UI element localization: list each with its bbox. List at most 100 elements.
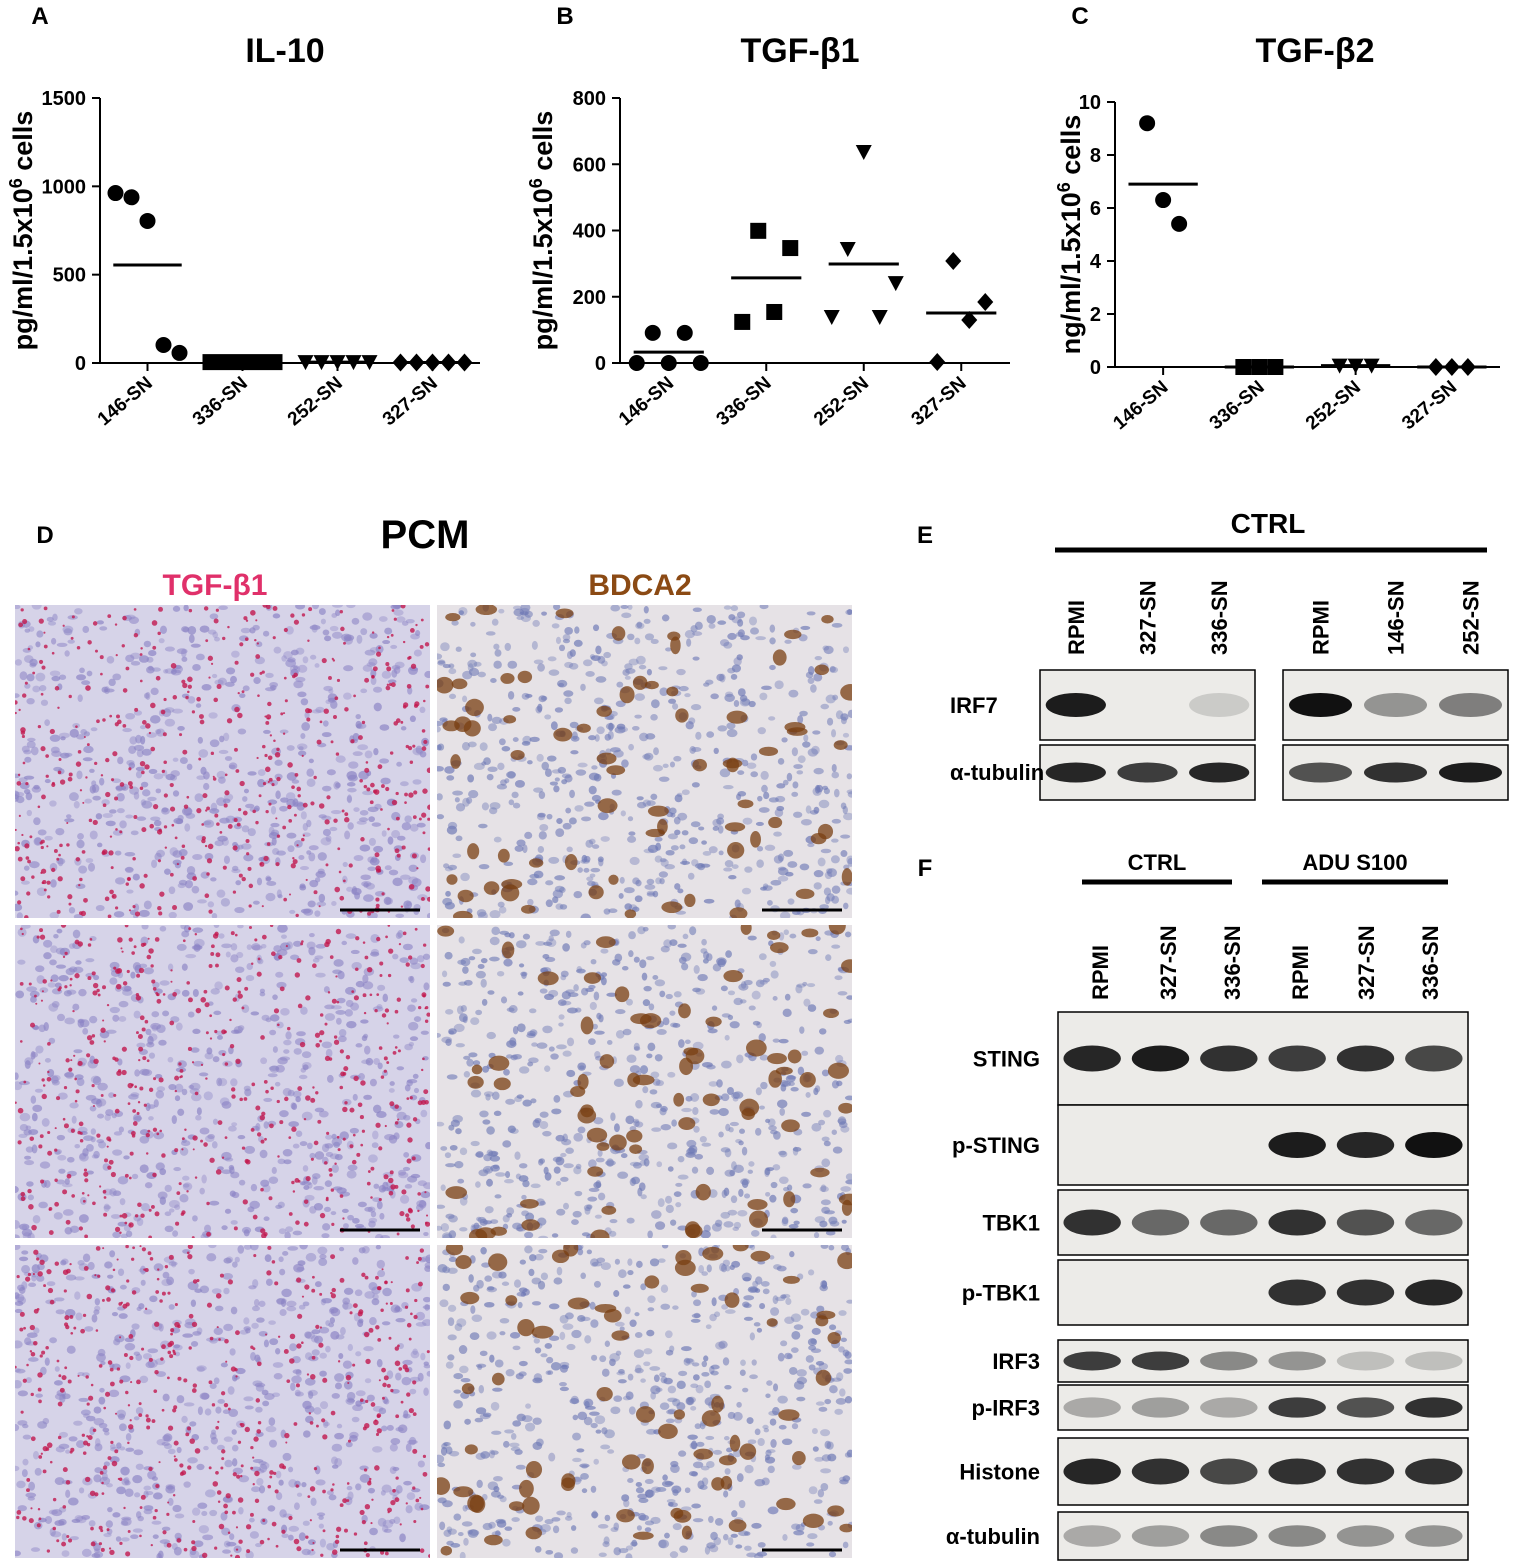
stain-dot [364,1422,370,1429]
stain-dot [56,909,61,914]
stain-dot [412,744,416,748]
nucleus [395,913,405,918]
nucleus [302,1301,310,1307]
nucleus [146,656,154,663]
stain-dot [297,1313,303,1319]
stain-dot [225,1360,228,1363]
nucleus [29,990,40,998]
nucleus [814,656,823,661]
nucleus [78,1397,89,1402]
stain-dot [27,1188,32,1194]
nucleus [690,625,698,633]
nucleus [521,1194,527,1200]
nucleus [231,1122,238,1127]
nucleus [589,838,596,845]
stain-dot [283,1349,289,1354]
stain-dot [125,1551,131,1557]
nucleus [221,1101,232,1109]
nucleus [697,973,708,982]
stain-dot [225,1493,231,1499]
nucleus [230,1029,240,1034]
nucleus [260,944,267,949]
stain-dot [256,1132,262,1137]
nucleus [581,1232,590,1237]
nucleus [479,1110,489,1118]
chart-title: TGF-β1 [741,32,860,70]
nucleus [296,1031,306,1037]
nucleus [382,640,391,645]
data-point [855,144,872,160]
stain-dot [45,1447,50,1451]
nucleus [598,858,604,867]
nucleus [723,1221,734,1228]
stain-dot [133,945,137,949]
stain-dot [145,1133,150,1138]
nucleus [377,1062,383,1070]
nucleus [382,1287,392,1297]
stain-dot [46,1077,52,1082]
nucleus [82,1253,91,1263]
nucleus [407,686,413,695]
stain-dot [256,971,262,977]
nucleus [807,677,815,684]
stain-dot [237,692,240,695]
stain-dot [381,892,385,896]
nucleus [328,1308,335,1315]
nucleus [681,858,688,866]
stain-dot [371,674,375,679]
nucleus [117,1176,129,1185]
nucleus [138,655,150,663]
nucleus [440,1146,448,1151]
stain-dot [113,966,117,970]
stain-dot [157,905,162,911]
stain-dot [238,1539,243,1544]
stain-dot [232,1472,237,1477]
nucleus [109,1006,120,1014]
nucleus [815,936,821,942]
stain-dot [206,1302,212,1308]
nucleus [793,764,803,769]
nucleus [501,746,511,752]
nucleus [417,1460,425,1468]
stain-dot [325,863,329,867]
stain-dot [205,1077,208,1080]
nucleus [94,1298,101,1306]
nucleus [634,895,643,903]
nucleus [17,1390,29,1397]
nucleus [264,1393,275,1400]
stain-dot [186,1190,189,1193]
nucleus [277,1201,285,1209]
nucleus [182,807,193,816]
nucleus [818,799,830,809]
stain-dot [54,1261,60,1266]
stain-dot [322,1489,326,1494]
stain-dot [202,1552,208,1558]
stain-dot [101,1481,104,1485]
nucleus [437,793,443,801]
nucleus [364,649,376,656]
stain-dot [187,1465,192,1470]
nucleus [289,1343,297,1352]
stain-dot [291,1180,295,1185]
nucleus [15,1308,23,1314]
stain-dot [267,701,272,707]
nucleus [315,706,325,713]
nucleus [69,1536,79,1541]
nucleus [459,1196,468,1206]
stain-dot [229,1018,232,1022]
stained-cell [457,889,474,903]
nucleus [556,818,563,825]
nucleus [620,1153,628,1159]
stain-dot [237,712,243,719]
stain-dot [408,746,413,751]
stain-dot [319,1212,326,1219]
stain-dot [274,1489,279,1494]
nucleus [678,685,689,692]
nucleus [767,900,773,906]
nucleus [89,1105,97,1112]
nucleus [56,1179,66,1185]
nucleus [538,831,547,840]
nucleus [444,1152,452,1159]
nucleus [654,855,663,863]
stain-dot [315,1042,321,1048]
